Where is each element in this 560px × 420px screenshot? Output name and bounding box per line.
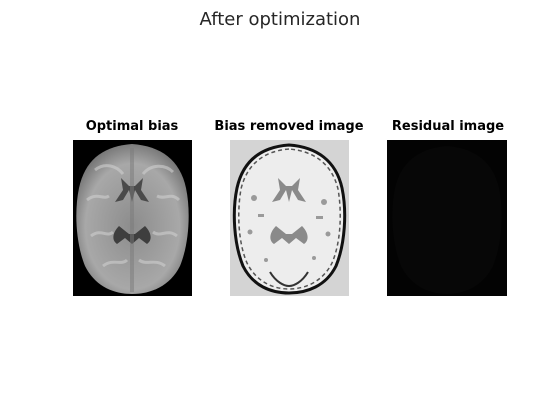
bias-removed-title: Bias removed image [214, 119, 364, 134]
residual-title: Residual image [391, 119, 505, 134]
optimal-bias-image [73, 140, 192, 296]
optimal-bias-title: Optimal bias [85, 119, 179, 134]
bias-removed-image [230, 140, 349, 296]
figure-title: After optimization [199, 9, 361, 30]
residual-image [387, 140, 507, 296]
